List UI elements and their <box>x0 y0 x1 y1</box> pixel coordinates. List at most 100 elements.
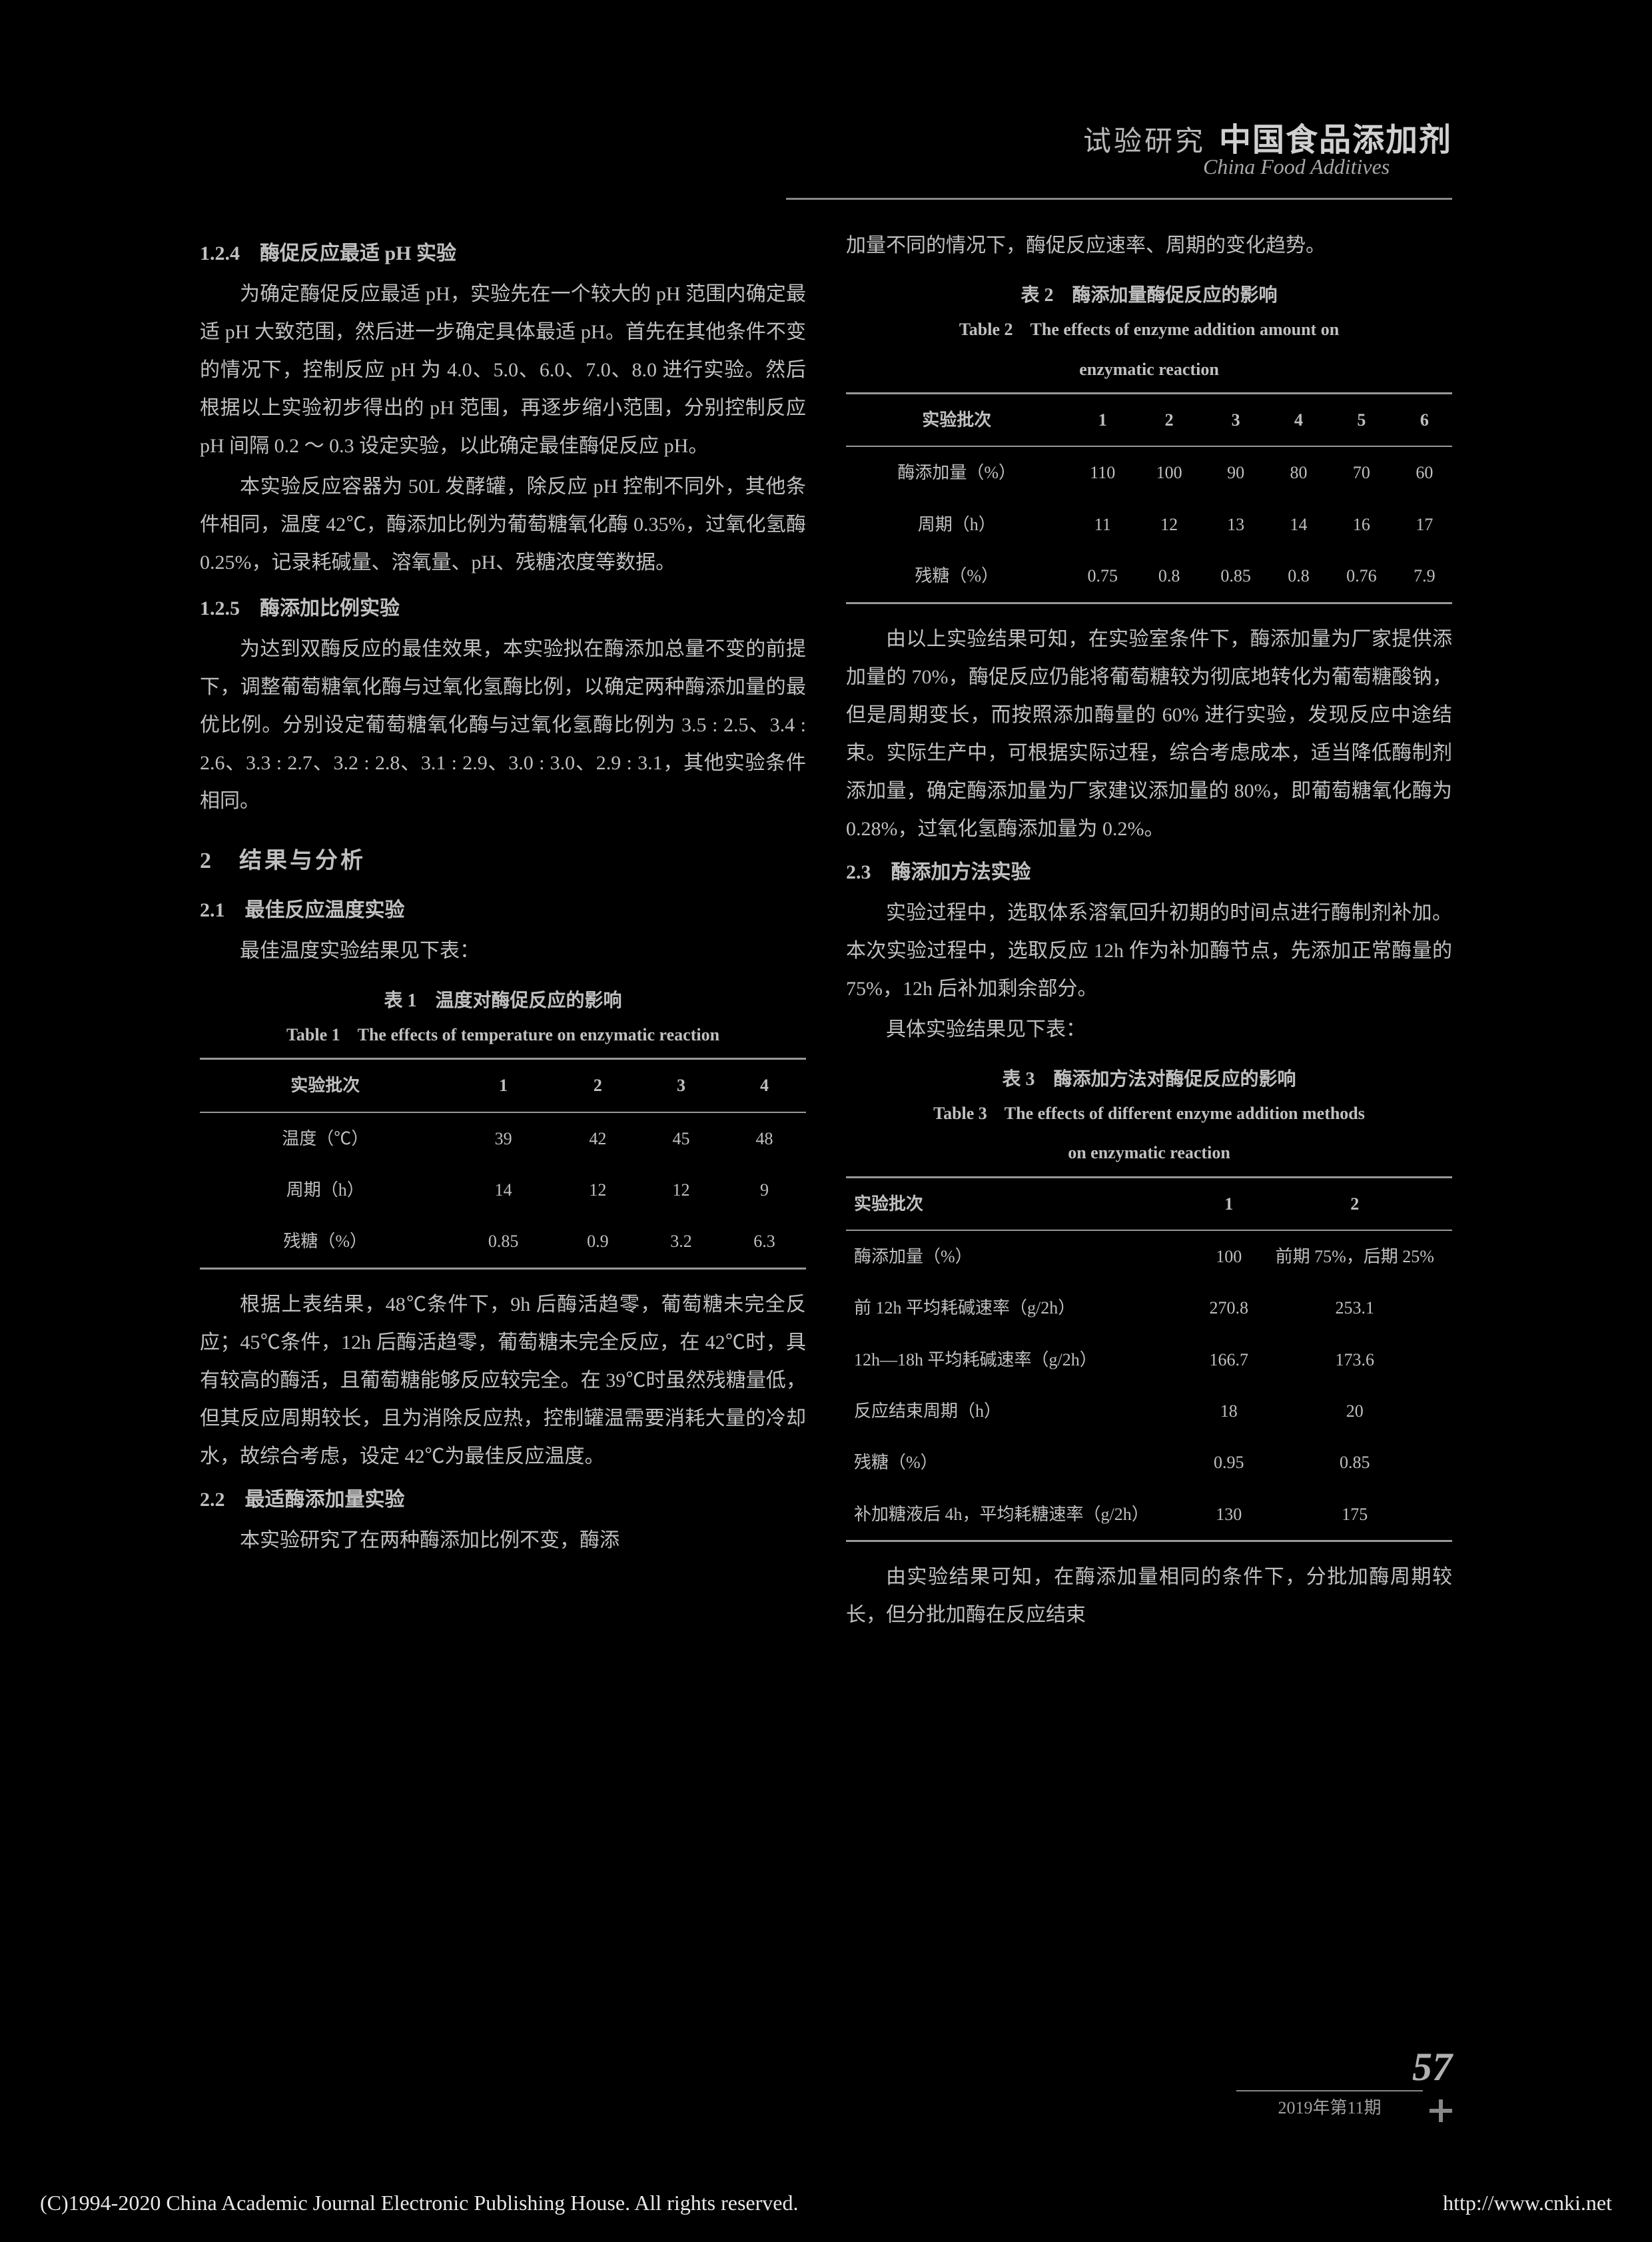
table-cell: 173.6 <box>1258 1334 1452 1385</box>
table-cell: 残糖（%） <box>846 1437 1200 1488</box>
table-row: 酶添加量（%） 100 前期 75%，后期 25% <box>846 1230 1452 1282</box>
cross-icon <box>1430 2099 1452 2122</box>
paragraph: 为确定酶促反应最适 pH，实验先在一个较大的 pH 范围内确定最适 pH 大致范… <box>200 275 806 465</box>
table-cell: 60 <box>1397 446 1452 498</box>
table-header: 2 <box>1138 393 1200 446</box>
table-cell: 11 <box>1067 499 1138 550</box>
table-row: 酶添加量（%） 110 100 90 80 70 60 <box>846 446 1452 498</box>
heading-2-3: 2.3 酶添加方法实验 <box>846 853 1452 891</box>
table-cell: 温度（℃） <box>200 1112 450 1164</box>
table-cell: 12 <box>1138 499 1200 550</box>
table-row: 周期（h） 14 12 12 9 <box>200 1164 806 1216</box>
paragraph: 具体实验结果见下表： <box>846 1010 1452 1048</box>
section-label: 试验研究 <box>1083 119 1206 159</box>
paragraph: 实验过程中，选取体系溶氧回升初期的时间点进行酶制剂补加。本次实验过程中，选取反应… <box>846 894 1452 1008</box>
table-cell: 0.75 <box>1067 550 1138 603</box>
table-cell: 酶添加量（%） <box>846 1230 1200 1282</box>
table-row: 残糖（%） 0.85 0.9 3.2 6.3 <box>200 1216 806 1268</box>
table3-caption-en-l1: Table 3 The effects of different enzyme … <box>846 1097 1452 1130</box>
table1-caption-cn: 表 1 温度对酶促反应的影响 <box>200 983 806 1018</box>
heading-2: 2 结果与分析 <box>200 840 806 883</box>
paragraph-continuation: 加量不同的情况下，酶促反应速率、周期的变化趋势。 <box>846 226 1452 264</box>
table-cell: 反应结束周期（h） <box>846 1385 1200 1437</box>
table-1: 实验批次 1 2 3 4 温度（℃） 39 42 45 48 周期（h） <box>200 1058 806 1270</box>
table-header: 1 <box>1067 393 1138 446</box>
table-cell: 12h—18h 平均耗碱速率（g/2h） <box>846 1334 1200 1385</box>
paragraph: 由以上实验结果可知，在实验室条件下，酶添加量为厂家提供添加量的 70%，酶促反应… <box>846 620 1452 848</box>
table-header: 5 <box>1326 393 1397 446</box>
copyright-url: http://www.cnki.net <box>1443 2191 1612 2215</box>
table-cell: 0.85 <box>1258 1437 1452 1488</box>
header-rule <box>786 198 1452 200</box>
table-cell: 0.85 <box>450 1216 556 1268</box>
table-header: 实验批次 <box>846 393 1067 446</box>
table-header: 6 <box>1397 393 1452 446</box>
table2-caption-en-l2: enzymatic reaction <box>846 353 1452 386</box>
table-cell: 3.2 <box>639 1216 723 1268</box>
journal-title-cn: 中国食品添加剂 <box>1219 113 1452 160</box>
table-row: 补加糖液后 4h，平均耗糖速率（g/2h） 130 175 <box>846 1489 1452 1541</box>
two-column-layout: 1.2.4 酶促反应最适 pH 实验 为确定酶促反应最适 pH，实验先在一个较大… <box>200 226 1452 1637</box>
page-content: 试验研究 中国食品添加剂 China Food Additives 1.2.4 … <box>200 113 1452 1637</box>
issue-label: 2019年第11期 <box>1236 2090 1423 2119</box>
table-cell: 0.8 <box>1271 550 1326 603</box>
table-cell: 80 <box>1271 446 1326 498</box>
table-cell: 18 <box>1200 1385 1258 1437</box>
table-cell: 14 <box>450 1164 556 1216</box>
table-cell: 周期（h） <box>200 1164 450 1216</box>
table-row: 残糖（%） 0.95 0.85 <box>846 1437 1452 1488</box>
table-header: 3 <box>1200 393 1271 446</box>
table-header: 4 <box>1271 393 1326 446</box>
table-cell: 残糖（%） <box>200 1216 450 1268</box>
table-cell: 17 <box>1397 499 1452 550</box>
copyright-text: (C)1994-2020 China Academic Journal Elec… <box>40 2191 798 2215</box>
table-cell: 70 <box>1326 446 1397 498</box>
table-cell: 0.76 <box>1326 550 1397 603</box>
table-cell: 90 <box>1200 446 1271 498</box>
table-cell: 0.95 <box>1200 1437 1258 1488</box>
table1-caption-en: Table 1 The effects of temperature on en… <box>200 1018 806 1051</box>
table-cell: 253.1 <box>1258 1282 1452 1333</box>
paragraph: 最佳温度实验结果见下表： <box>200 932 806 970</box>
table-row: 温度（℃） 39 42 45 48 <box>200 1112 806 1164</box>
table-header: 2 <box>556 1059 639 1112</box>
table-row: 12h—18h 平均耗碱速率（g/2h） 166.7 173.6 <box>846 1334 1452 1385</box>
table-cell: 残糖（%） <box>846 550 1067 603</box>
table-cell: 0.9 <box>556 1216 639 1268</box>
table-row: 反应结束周期（h） 18 20 <box>846 1385 1452 1437</box>
heading-1-2-5: 1.2.5 酶添加比例实验 <box>200 589 806 627</box>
heading-2-2: 2.2 最适酶添加量实验 <box>200 1481 806 1519</box>
table-header: 实验批次 <box>846 1177 1200 1230</box>
table-cell: 42 <box>556 1112 639 1164</box>
table-cell: 酶添加量（%） <box>846 446 1067 498</box>
table-cell: 45 <box>639 1112 723 1164</box>
heading-1-2-4: 1.2.4 酶促反应最适 pH 实验 <box>200 234 806 272</box>
left-column: 1.2.4 酶促反应最适 pH 实验 为确定酶促反应最适 pH，实验先在一个较大… <box>200 226 806 1637</box>
table-cell: 166.7 <box>1200 1334 1258 1385</box>
table-cell: 周期（h） <box>846 499 1067 550</box>
heading-2-1: 2.1 最佳反应温度实验 <box>200 891 806 929</box>
table-header: 实验批次 <box>200 1059 450 1112</box>
table-cell: 0.8 <box>1138 550 1200 603</box>
table-cell: 20 <box>1258 1385 1452 1437</box>
table-cell: 16 <box>1326 499 1397 550</box>
table-cell: 270.8 <box>1200 1282 1258 1333</box>
copyright-bar: (C)1994-2020 China Academic Journal Elec… <box>40 2191 1612 2215</box>
page-number: 57 <box>1236 2044 1452 2090</box>
table-cell: 前期 75%，后期 25% <box>1258 1230 1452 1282</box>
paragraph: 由实验结果可知，在酶添加量相同的条件下，分批加酶周期较长，但分批加酶在反应结束 <box>846 1558 1452 1634</box>
paragraph: 为达到双酶反应的最佳效果，本实验拟在酶添加总量不变的前提下，调整葡萄糖氧化酶与过… <box>200 630 806 820</box>
table-cell: 9 <box>723 1164 806 1216</box>
paragraph: 本实验反应容器为 50L 发酵罐，除反应 pH 控制不同外，其他条件相同，温度 … <box>200 468 806 581</box>
table-cell: 补加糖液后 4h，平均耗糖速率（g/2h） <box>846 1489 1200 1541</box>
table-cell: 39 <box>450 1112 556 1164</box>
table-header: 4 <box>723 1059 806 1112</box>
table-cell: 7.9 <box>1397 550 1452 603</box>
table-row: 周期（h） 11 12 13 14 16 17 <box>846 499 1452 550</box>
table-cell: 前 12h 平均耗碱速率（g/2h） <box>846 1282 1200 1333</box>
table2-caption-en-l1: Table 2 The effects of enzyme addition a… <box>846 313 1452 346</box>
paragraph: 根据上表结果，48℃条件下，9h 后酶活趋零，葡萄糖未完全反应；45℃条件，12… <box>200 1286 806 1475</box>
table-cell: 12 <box>556 1164 639 1216</box>
table-row: 残糖（%） 0.75 0.8 0.85 0.8 0.76 7.9 <box>846 550 1452 603</box>
journal-block: 试验研究 中国食品添加剂 China Food Additives <box>1083 113 1452 179</box>
